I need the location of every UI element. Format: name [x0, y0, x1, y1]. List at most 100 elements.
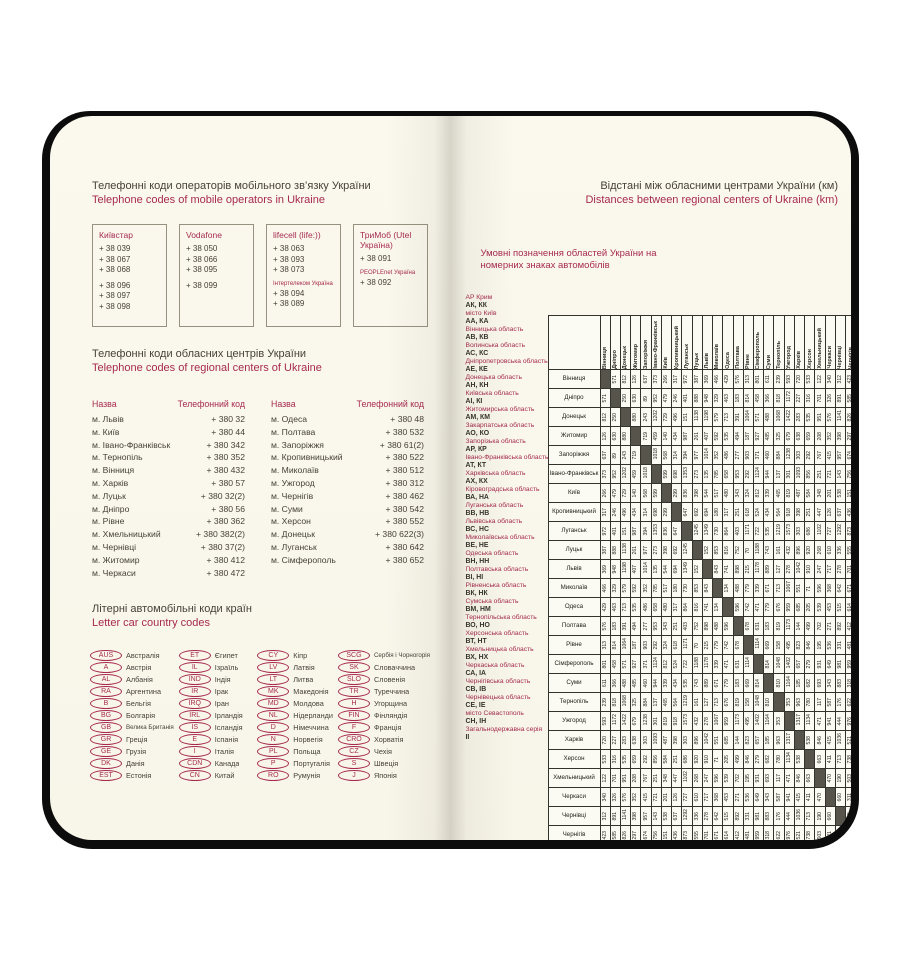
distance-cell: 151 — [845, 483, 851, 503]
country-name: Велика Британія — [126, 724, 174, 732]
car-codes-column: CY Кіпр LV Латвія LT Литва MK Македонія MD Молдов… — [257, 649, 333, 782]
matrix-column-city-label: Рівне — [745, 354, 752, 369]
distance-cell: 884 — [640, 692, 652, 712]
distance-cell: 551 — [712, 730, 724, 750]
legend-region: місто Київ — [465, 310, 497, 317]
distance-value: 1138 — [693, 410, 700, 421]
distance-value: 679 — [632, 716, 639, 726]
distance-value: 261 — [693, 431, 700, 441]
distance-cell: 584 — [660, 749, 673, 769]
distance-value: 415 — [642, 792, 649, 802]
distance-value: 1036 — [837, 732, 843, 744]
distance-cell: 453 — [824, 597, 836, 617]
mobile-codes-title-uk: Телефонні коди операторів мобільного зв’… — [92, 180, 371, 192]
distance-cell: 1188 — [691, 654, 703, 674]
distance-value: 326 — [826, 393, 833, 403]
matrix-column-header: Полтава — [732, 315, 744, 370]
country-code-badge: IND — [178, 673, 211, 685]
distance-cell: 649 — [824, 654, 836, 674]
distance-cell: 201 — [660, 787, 673, 807]
phone-code: + 380 472 — [206, 567, 245, 578]
distance-cell: 981 — [753, 806, 765, 826]
distance-cell: 920 — [804, 540, 816, 560]
distance-value: 818 — [775, 393, 782, 403]
distance-cell: 660 — [834, 787, 847, 807]
distance-value: 722 — [755, 526, 762, 536]
distance-value: 481 — [744, 830, 751, 840]
distance-value: 412 — [847, 621, 851, 631]
distance-cell: 671 — [712, 673, 724, 693]
country-code-badge: IRL — [178, 710, 211, 722]
distance-cell: 957 — [834, 445, 847, 465]
phone-code: + 380 522 — [385, 452, 424, 463]
distance-value: 864 — [724, 526, 731, 536]
distance-cell: 767 — [814, 445, 826, 465]
distance-value: 538 — [837, 488, 843, 498]
distance-value: 1114 — [755, 638, 762, 649]
distance-cell: 713 — [712, 692, 724, 712]
distance-cell: 678 — [732, 635, 744, 655]
distance-value: 622 — [775, 830, 782, 840]
distance-cell: 292 — [742, 464, 755, 484]
matrix-diagonal-cell — [773, 692, 785, 712]
matrix-row-header: Одеса — [547, 597, 601, 617]
distance-cell: 674 — [640, 825, 652, 840]
distance-value: 251 — [806, 507, 813, 517]
distance-cell: 892 — [834, 616, 847, 636]
distance-cell: 329 — [609, 578, 621, 598]
distance-value: 325 — [775, 431, 782, 441]
operator-code: + 38 063 — [273, 244, 305, 253]
distance-cell: 195 — [814, 635, 826, 655]
distance-cell: 941 — [824, 711, 836, 731]
phone-code: + 380 44 — [211, 426, 245, 437]
distance-cell: 713 — [722, 407, 734, 427]
distance-value: 481 — [847, 640, 851, 650]
distance-cell: 599 — [660, 464, 673, 484]
distance-value: 743 — [693, 678, 700, 688]
distance-cell: 592 — [712, 426, 724, 446]
car-code-item: E Іспанія — [178, 734, 253, 746]
distance-value: 117 — [775, 773, 782, 782]
distance-value: 243 — [622, 450, 629, 460]
distance-cell: 517 — [712, 483, 724, 503]
matrix-diagonal-cell — [701, 559, 714, 579]
matrix-column-header: Луцьк — [691, 315, 703, 370]
distance-value: 1349 — [703, 523, 710, 535]
distance-value: 682 — [806, 678, 813, 688]
distance-value: 371 — [642, 659, 649, 669]
distance-value: 674 — [847, 450, 851, 460]
matrix-row: Житомир 126 630 880 719 459 140 434 987 261 407 592… — [547, 426, 851, 446]
distance-cell: 729 — [619, 483, 632, 503]
distance-cell: 671 — [763, 578, 775, 598]
distance-value: 1067 — [714, 713, 721, 725]
legend-codes: АВ, КВ — [465, 333, 489, 341]
distance-value: 694 — [703, 507, 710, 517]
distance-value: 1164 — [785, 676, 792, 687]
distance-cell: 432 — [691, 711, 703, 731]
regional-code-row: м. Вінниця + 380 432 — [92, 464, 245, 477]
distance-value: 1042 — [703, 732, 710, 744]
distance-value: 336 — [693, 811, 700, 821]
matrix-row: Луцьк 387 888 1138 261 977 273 398 692 1245 152 853… — [547, 540, 851, 560]
distance-cell: 801 — [753, 369, 765, 389]
operator-subheading: PEOPLEnet Україна — [360, 269, 416, 276]
distance-cell: 810 — [763, 692, 775, 712]
distance-value: 466 — [601, 583, 608, 593]
distance-cell: 89 — [640, 388, 652, 408]
distance-value: 981 — [755, 811, 762, 821]
distance-cell: 931 — [753, 768, 765, 788]
distance-cell: 931 — [814, 654, 826, 674]
distance-cell: 686 — [804, 521, 816, 541]
distance-cell: 331 — [742, 806, 755, 826]
distance-value: 471 — [755, 602, 762, 612]
distance-value: 812 — [663, 659, 670, 669]
legend-codes: ВК, НК — [465, 589, 488, 597]
distance-cell: 278 — [701, 711, 714, 731]
distance-cell: 693 — [814, 673, 826, 693]
distance-value: 71 — [714, 757, 721, 763]
distance-value: 339 — [755, 583, 762, 593]
distance-value: 401 — [611, 526, 618, 536]
distance-value: 135 — [703, 469, 710, 479]
distance-value: 596 — [734, 602, 741, 612]
distance-cell: 587 — [824, 692, 836, 712]
